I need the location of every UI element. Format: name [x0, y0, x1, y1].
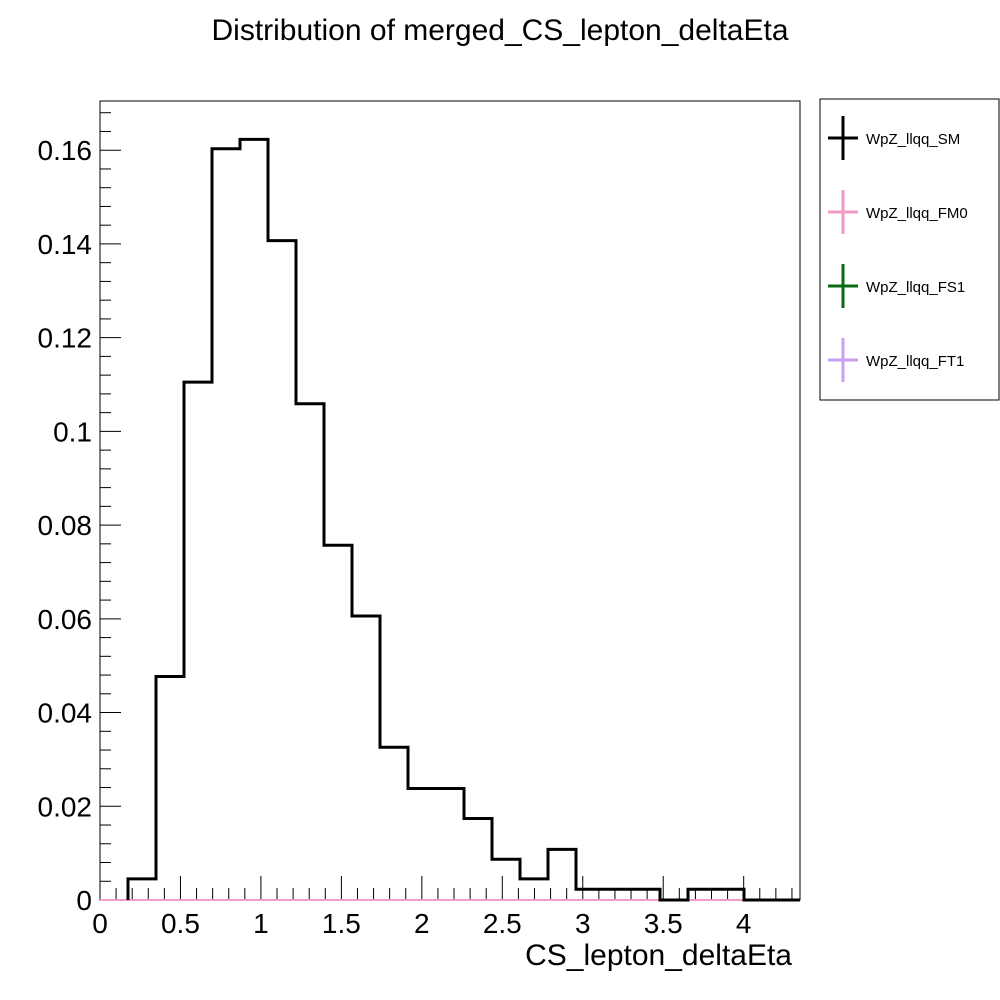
legend-label: WpZ_llqq_FT1 — [866, 353, 964, 370]
legend-label: WpZ_llqq_FS1 — [866, 279, 965, 296]
plot-frame — [99, 100, 801, 901]
legend-item: WpZ_llqq_FM0 — [828, 190, 968, 234]
legend-item: WpZ_llqq_FT1 — [828, 338, 964, 382]
x-axis-label: CS_lepton_deltaEta — [525, 939, 792, 972]
y-tick-label: 0.06 — [38, 604, 93, 635]
y-tick-label: 0.16 — [38, 135, 93, 166]
y-tick-label: 0.02 — [38, 791, 93, 822]
x-tick-label: 3 — [575, 908, 591, 939]
legend-label: WpZ_llqq_SM — [866, 131, 960, 148]
legend: WpZ_llqq_SM WpZ_llqq_FM0 WpZ_llqq_FS1 WpZ_l… — [819, 98, 1000, 401]
x-tick-label: 1.5 — [322, 908, 361, 939]
legend-item: WpZ_llqq_SM — [828, 116, 960, 160]
y-tick-label: 0.12 — [38, 323, 93, 354]
y-tick-label: 0.1 — [53, 416, 92, 447]
x-tick-label: 0 — [92, 908, 108, 939]
legend-box — [819, 98, 1000, 401]
x-tick-label: 0.5 — [161, 908, 200, 939]
legend-label: WpZ_llqq_FM0 — [866, 205, 968, 222]
y-tick-label: 0 — [76, 885, 92, 916]
series-layer — [100, 137, 800, 902]
axes: 0 0.02 0.04 0.06 0.08 0.1 0.12 0.14 0.16 0 0.5 1 1.5… — [38, 100, 801, 972]
x-tick-label: 1 — [253, 908, 269, 939]
x-tick-label: 4 — [736, 908, 752, 939]
x-tick-label: 2 — [414, 908, 430, 939]
x-tick-label: 3.5 — [644, 908, 683, 939]
chart-title: Distribution of merged_CS_lepton_deltaEt… — [211, 14, 789, 47]
legend-item: WpZ_llqq_FS1 — [828, 264, 965, 308]
series-WpZ_llqq_SM — [126, 137, 800, 902]
y-tick-label: 0.08 — [38, 510, 93, 541]
y-tick-label: 0.04 — [38, 698, 93, 729]
x-tick-label: 2.5 — [483, 908, 522, 939]
y-tick-label: 0.14 — [38, 229, 93, 260]
